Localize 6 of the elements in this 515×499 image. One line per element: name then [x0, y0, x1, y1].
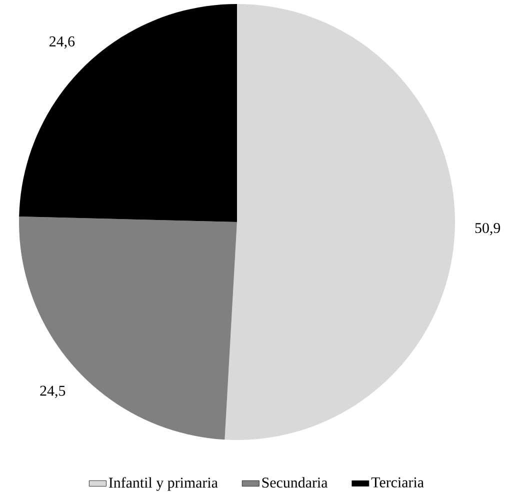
data-label: 24,6: [50, 36, 75, 49]
legend-label: Infantil y primaria: [108, 477, 218, 491]
data-label: 24,5: [40, 386, 66, 398]
data-label: 50,9: [475, 222, 500, 236]
legend-label: Secundaria: [262, 477, 328, 488]
legend-label: Terciaria: [371, 477, 424, 488]
